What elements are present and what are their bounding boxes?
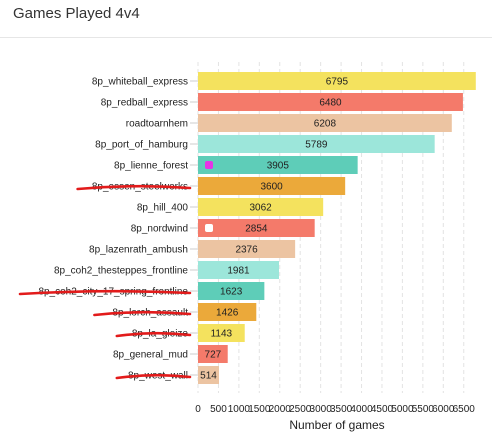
- category-label: 8p_hill_400: [137, 203, 189, 214]
- value-label: 6480: [319, 98, 342, 109]
- value-label: 1426: [216, 308, 239, 319]
- x-tick-label: 5500: [412, 404, 435, 415]
- value-label: 1143: [211, 329, 233, 340]
- bar: [198, 303, 257, 321]
- strikethrough-mark: [115, 373, 192, 380]
- bar: [198, 219, 315, 237]
- strikethrough-mark: [93, 310, 192, 317]
- value-label: 3905: [267, 161, 290, 172]
- category-label: 8p_coh2_thesteppes_frontline: [54, 266, 188, 277]
- bar: [198, 324, 245, 342]
- strikethrough-mark: [18, 289, 192, 296]
- category-label: 8p_lienne_forest: [114, 161, 188, 172]
- value-label: 5789: [305, 140, 328, 151]
- category-label: 8p_redball_express: [101, 98, 188, 109]
- value-label: 514: [200, 371, 217, 382]
- x-tick-label: 3500: [330, 404, 353, 415]
- x-tick-label: 6000: [432, 404, 455, 415]
- strikethrough-mark: [115, 331, 192, 338]
- bar: [198, 177, 346, 195]
- value-label: 1623: [220, 287, 243, 298]
- bar: [198, 261, 279, 279]
- category-label: 8p_whiteball_express: [92, 77, 188, 88]
- x-tick-label: 3000: [310, 404, 333, 415]
- bar: [198, 114, 452, 132]
- value-label: 6208: [314, 119, 337, 130]
- bar: [198, 198, 324, 216]
- x-tick-label: 4500: [371, 404, 394, 415]
- category-label: 8p_general_mud: [113, 350, 188, 361]
- x-tick-label: 2000: [269, 404, 292, 415]
- x-tick-label: 1000: [228, 404, 251, 415]
- x-tick-label: 5000: [391, 404, 414, 415]
- value-label: 3600: [260, 182, 283, 193]
- x-tick-label: 0: [195, 404, 201, 415]
- x-tick-label: 2500: [289, 404, 312, 415]
- x-tick-label: 6500: [453, 404, 476, 415]
- value-label: 3062: [249, 203, 272, 214]
- value-label: 1981: [227, 266, 250, 277]
- x-tick-label: 4000: [350, 404, 373, 415]
- strikethrough-mark: [76, 184, 192, 191]
- category-label: 8p_port_of_hamburg: [95, 140, 188, 151]
- value-label: 727: [205, 350, 222, 361]
- category-label: 8p_nordwind: [131, 224, 188, 235]
- bar: [198, 135, 435, 153]
- title-divider: [0, 37, 492, 38]
- bar-marker: [205, 224, 213, 232]
- bar: [198, 282, 265, 300]
- category-label: 8p_lazenrath_ambush: [89, 245, 188, 256]
- x-tick-label: 500: [210, 404, 227, 415]
- chart-title: Games Played 4v4: [13, 5, 140, 22]
- bar: [198, 366, 220, 384]
- x-tick-label: 1500: [248, 404, 271, 415]
- value-label: 2376: [235, 245, 258, 256]
- category-label: roadtoarnhem: [126, 119, 188, 130]
- value-label: 2854: [245, 224, 268, 235]
- bar: [198, 345, 228, 363]
- bar: [198, 156, 358, 174]
- bar: [198, 93, 463, 111]
- bar-marker: [205, 161, 213, 169]
- bar: [198, 240, 296, 258]
- value-label: 6795: [326, 77, 349, 88]
- x-axis-label: Number of games: [289, 418, 384, 432]
- bar: [198, 72, 476, 90]
